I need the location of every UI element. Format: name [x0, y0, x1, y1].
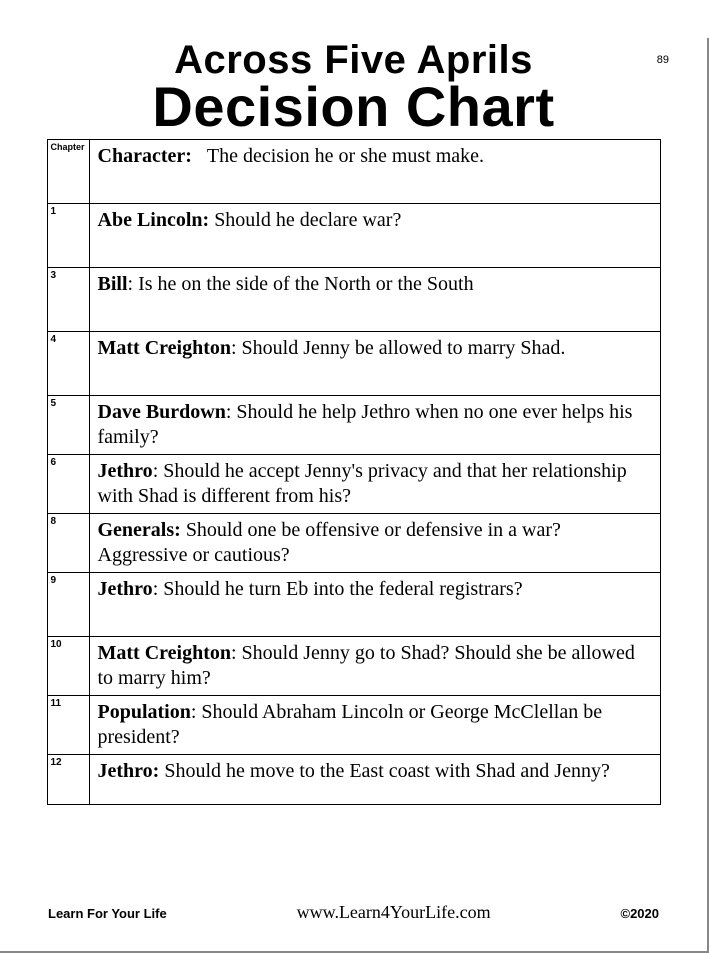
decision-text: : Should he turn Eb into the federal reg…	[153, 578, 523, 600]
character-name: Jethro:	[98, 760, 160, 782]
chapter-cell: 12	[47, 755, 89, 805]
content-cell: Matt Creighton: Should Jenny go to Shad?…	[89, 637, 660, 696]
table-row: 3Bill: Is he on the side of the North or…	[47, 268, 660, 332]
chapter-cell: 3	[47, 268, 89, 332]
character-name: Population	[98, 701, 191, 723]
header-character-label: Character:	[98, 145, 192, 167]
character-name: Matt Creighton	[98, 642, 232, 664]
character-name: Abe Lincoln:	[98, 209, 210, 231]
title-line-2: Decision Chart	[0, 79, 707, 135]
chapter-cell: 11	[47, 696, 89, 755]
decision-text: : Is he on the side of the North or the …	[128, 273, 474, 295]
table-row: 11Population: Should Abraham Lincoln or …	[47, 696, 660, 755]
header-decision-text: The decision he or she must make.	[192, 145, 484, 167]
chapter-cell: 1	[47, 204, 89, 268]
content-cell: Dave Burdown: Should he help Jethro when…	[89, 396, 660, 455]
decision-text: Should he move to the East coast with Sh…	[159, 760, 609, 782]
chapter-cell: 4	[47, 332, 89, 396]
chapter-cell: 6	[47, 455, 89, 514]
header-chapter-cell: Chapter	[47, 140, 89, 204]
decision-text: Should he declare war?	[209, 209, 401, 231]
content-cell: Jethro: Should he turn Eb into the feder…	[89, 573, 660, 637]
decision-text: : Should Jenny be allowed to marry Shad.	[231, 337, 565, 359]
chapter-cell: 8	[47, 514, 89, 573]
page-footer: Learn For Your Life www.Learn4YourLife.c…	[48, 902, 659, 923]
character-name: Dave Burdown	[98, 401, 226, 423]
content-cell: Jethro: Should he accept Jenny's privacy…	[89, 455, 660, 514]
decision-text: : Should he accept Jenny's privacy and t…	[98, 460, 627, 507]
table-row: 10Matt Creighton: Should Jenny go to Sha…	[47, 637, 660, 696]
character-name: Jethro	[98, 460, 153, 482]
table-row: 1Abe Lincoln: Should he declare war?	[47, 204, 660, 268]
table-row: 6Jethro: Should he accept Jenny's privac…	[47, 455, 660, 514]
footer-left: Learn For Your Life	[48, 906, 167, 921]
character-name: Generals:	[98, 519, 181, 541]
chapter-cell: 10	[47, 637, 89, 696]
content-cell: Bill: Is he on the side of the North or …	[89, 268, 660, 332]
footer-right: ©2020	[620, 906, 659, 921]
chapter-cell: 9	[47, 573, 89, 637]
decision-chart-table: Chapter Character: The decision he or sh…	[47, 139, 661, 805]
table-row: 9Jethro: Should he turn Eb into the fede…	[47, 573, 660, 637]
content-cell: Generals: Should one be offensive or def…	[89, 514, 660, 573]
table-header-row: Chapter Character: The decision he or sh…	[47, 140, 660, 204]
table-row: 5Dave Burdown: Should he help Jethro whe…	[47, 396, 660, 455]
content-cell: Population: Should Abraham Lincoln or Ge…	[89, 696, 660, 755]
chapter-cell: 5	[47, 396, 89, 455]
page-number: 89	[657, 54, 669, 66]
header-content-cell: Character: The decision he or she must m…	[89, 140, 660, 204]
footer-center: www.Learn4YourLife.com	[297, 902, 491, 923]
character-name: Bill	[98, 273, 128, 295]
table-row: 4Matt Creighton: Should Jenny be allowed…	[47, 332, 660, 396]
content-cell: Matt Creighton: Should Jenny be allowed …	[89, 332, 660, 396]
title-block: Across Five Aprils Decision Chart	[0, 38, 707, 135]
character-name: Jethro	[98, 578, 153, 600]
content-cell: Jethro: Should he move to the East coast…	[89, 755, 660, 805]
table-row: 12Jethro: Should he move to the East coa…	[47, 755, 660, 805]
character-name: Matt Creighton	[98, 337, 232, 359]
table-row: 8Generals: Should one be offensive or de…	[47, 514, 660, 573]
content-cell: Abe Lincoln: Should he declare war?	[89, 204, 660, 268]
